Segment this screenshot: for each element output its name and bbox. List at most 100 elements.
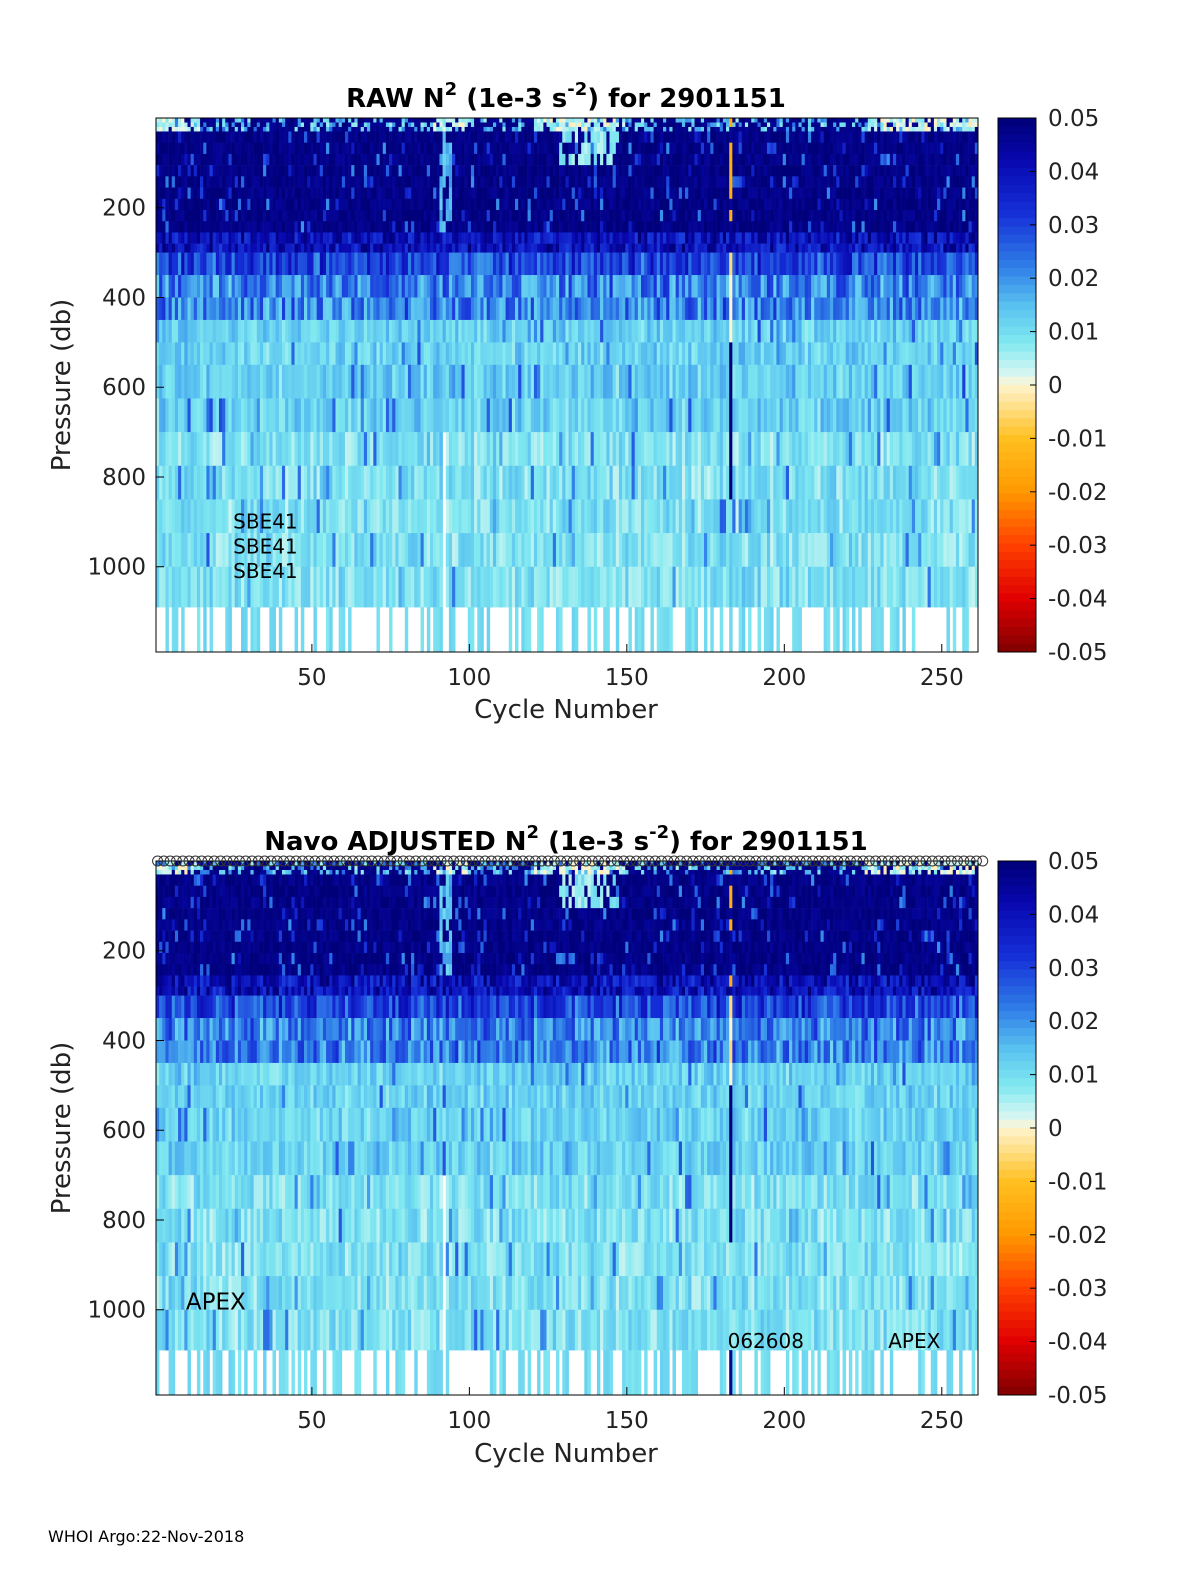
heatmap-column (187, 118, 191, 608)
heatmap-cell (263, 465, 267, 500)
heatmap-cell (483, 131, 487, 143)
heatmap-cell (439, 252, 443, 276)
heatmap-cell (615, 232, 620, 244)
heatmap-cell (656, 465, 661, 500)
heatmap-cell (710, 398, 714, 433)
heatmap-cell (237, 176, 242, 188)
heatmap-cell (637, 142, 642, 155)
heatmap-cell (511, 252, 516, 276)
heatmap-cell (285, 275, 289, 298)
heatmap-cell (203, 118, 207, 123)
heatmap-cell (666, 221, 670, 233)
heatmap-cell (215, 126, 220, 132)
heatmap-cell (411, 209, 415, 222)
heatmap-cell (713, 198, 717, 211)
heatmap-cell (543, 432, 547, 467)
heatmap-cell (398, 131, 402, 143)
heatmap-cell (237, 198, 242, 211)
heatmap-cell (508, 432, 513, 467)
heatmap-cell (250, 275, 254, 298)
heatmap-cell (530, 533, 535, 568)
heatmap-cell (628, 252, 632, 276)
heatmap-cell (426, 221, 431, 233)
heatmap-cell (285, 118, 289, 123)
heatmap-cell (373, 398, 377, 433)
heatmap-cell (322, 126, 327, 132)
heatmap-column (281, 118, 286, 608)
heatmap-cell (244, 533, 248, 568)
heatmap-cell (694, 118, 698, 123)
heatmap-cell (669, 126, 673, 132)
heatmap-cell (426, 209, 431, 222)
heatmap-cell (628, 533, 632, 568)
heatmap-cell (430, 122, 434, 128)
heatmap-cell (445, 398, 450, 433)
heatmap-cell (228, 232, 232, 244)
heatmap-cell (527, 187, 532, 200)
heatmap-cell (272, 221, 276, 233)
heatmap-cell (360, 499, 365, 534)
heatmap-cell (373, 342, 377, 366)
heatmap-cell (669, 187, 673, 200)
heatmap-cell (565, 533, 569, 568)
heatmap-cell (354, 252, 358, 276)
heatmap-cell (269, 176, 273, 188)
heatmap-cell (398, 209, 402, 222)
heatmap-cell (357, 187, 362, 200)
heatmap-cell (555, 499, 560, 534)
heatmap-cell (521, 398, 525, 433)
heatmap-cell (565, 275, 569, 298)
heatmap-cell (722, 126, 727, 132)
heatmap-cell (316, 364, 321, 399)
heatmap-cell (395, 221, 399, 233)
heatmap-cell (669, 118, 673, 123)
heatmap-cell (335, 153, 339, 166)
heatmap-cell (335, 118, 339, 123)
heatmap-cell (209, 566, 213, 608)
heatmap-cell (417, 187, 421, 200)
heatmap-cell (174, 342, 179, 366)
heatmap-cell (168, 275, 173, 298)
heatmap-cell (398, 533, 402, 568)
heatmap-cell (722, 398, 727, 433)
heatmap-cell (716, 533, 721, 568)
heatmap-cell (530, 209, 535, 222)
heatmap-cell (181, 126, 185, 132)
heatmap-cell (363, 165, 368, 177)
heatmap-cell (370, 275, 374, 298)
heatmap-cell (392, 209, 396, 222)
heatmap-cell (360, 252, 365, 276)
heatmap-cell (496, 319, 500, 343)
heatmap-cell (288, 465, 292, 500)
heatmap-cell (363, 566, 368, 608)
heatmap-cell (401, 153, 406, 166)
heatmap-cell (156, 165, 160, 177)
heatmap-cell (511, 319, 516, 343)
heatmap-cell (574, 176, 579, 188)
heatmap-cell (310, 432, 314, 467)
heatmap-cell (237, 243, 242, 253)
heatmap-cell (426, 131, 431, 143)
heatmap-cell (659, 122, 664, 128)
heatmap-cell (489, 187, 494, 200)
heatmap-cell (729, 165, 733, 177)
heatmap-column (203, 118, 207, 653)
heatmap-cell (376, 499, 380, 534)
heatmap-cell (688, 165, 692, 177)
heatmap-cell (348, 319, 352, 343)
heatmap-cell (584, 118, 588, 123)
heatmap-cell (461, 187, 465, 200)
heatmap-cell (678, 465, 683, 500)
heatmap-cell (272, 607, 276, 653)
heatmap-cell (370, 165, 374, 177)
heatmap-cell (581, 131, 585, 143)
heatmap-cell (704, 118, 708, 123)
heatmap-cell (389, 118, 393, 123)
heatmap-cell (263, 252, 267, 276)
heatmap-cell (417, 243, 421, 253)
heatmap-cell (565, 122, 569, 128)
heatmap-cell (263, 342, 267, 366)
heatmap-cell (322, 499, 327, 534)
heatmap-cell (196, 499, 201, 534)
heatmap-cell (609, 319, 613, 343)
